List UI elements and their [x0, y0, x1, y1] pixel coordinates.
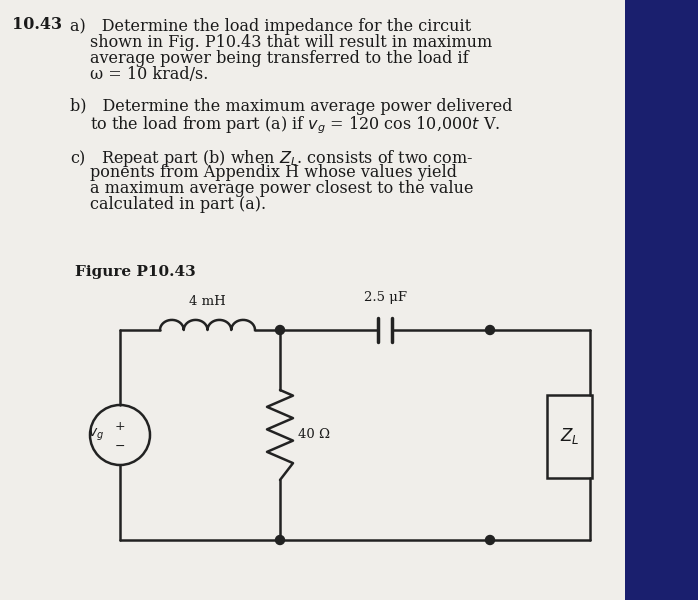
Circle shape	[276, 325, 285, 335]
Text: calculated in part (a).: calculated in part (a).	[90, 196, 266, 213]
Bar	[625, 0, 698, 600]
Text: 40 Ω: 40 Ω	[298, 428, 330, 442]
Text: −: −	[114, 439, 125, 452]
Text: $Z_L$: $Z_L$	[560, 427, 579, 446]
Text: shown in Fig. P10.43 that will result in maximum: shown in Fig. P10.43 that will result in…	[90, 34, 492, 51]
Circle shape	[486, 325, 494, 335]
Text: ω = 10 krad/s.: ω = 10 krad/s.	[90, 66, 209, 83]
Circle shape	[276, 535, 285, 545]
Text: average power being transferred to the load if: average power being transferred to the l…	[90, 50, 468, 67]
Text: b) Determine the maximum average power delivered: b) Determine the maximum average power d…	[70, 98, 512, 115]
Text: +: +	[114, 419, 126, 433]
Bar	[547, 395, 592, 478]
Text: Figure P10.43: Figure P10.43	[75, 265, 195, 279]
Text: 10.43: 10.43	[12, 16, 62, 33]
Text: a) Determine the load impedance for the circuit: a) Determine the load impedance for the …	[70, 18, 471, 35]
Text: a maximum average power closest to the value: a maximum average power closest to the v…	[90, 180, 473, 197]
Circle shape	[486, 535, 494, 545]
Text: $v_g$: $v_g$	[88, 427, 104, 443]
Text: 4 mH: 4 mH	[189, 295, 226, 308]
Text: ponents from Appendix H whose values yield: ponents from Appendix H whose values yie…	[90, 164, 457, 181]
Text: to the load from part (a) if $v_g$ = 120 cos 10,000$t$ V.: to the load from part (a) if $v_g$ = 120…	[90, 114, 500, 136]
Text: 2.5 μF: 2.5 μF	[364, 291, 406, 304]
Text: c) Repeat part (b) when $Z_L$. consists of two com-: c) Repeat part (b) when $Z_L$. consists …	[70, 148, 473, 169]
